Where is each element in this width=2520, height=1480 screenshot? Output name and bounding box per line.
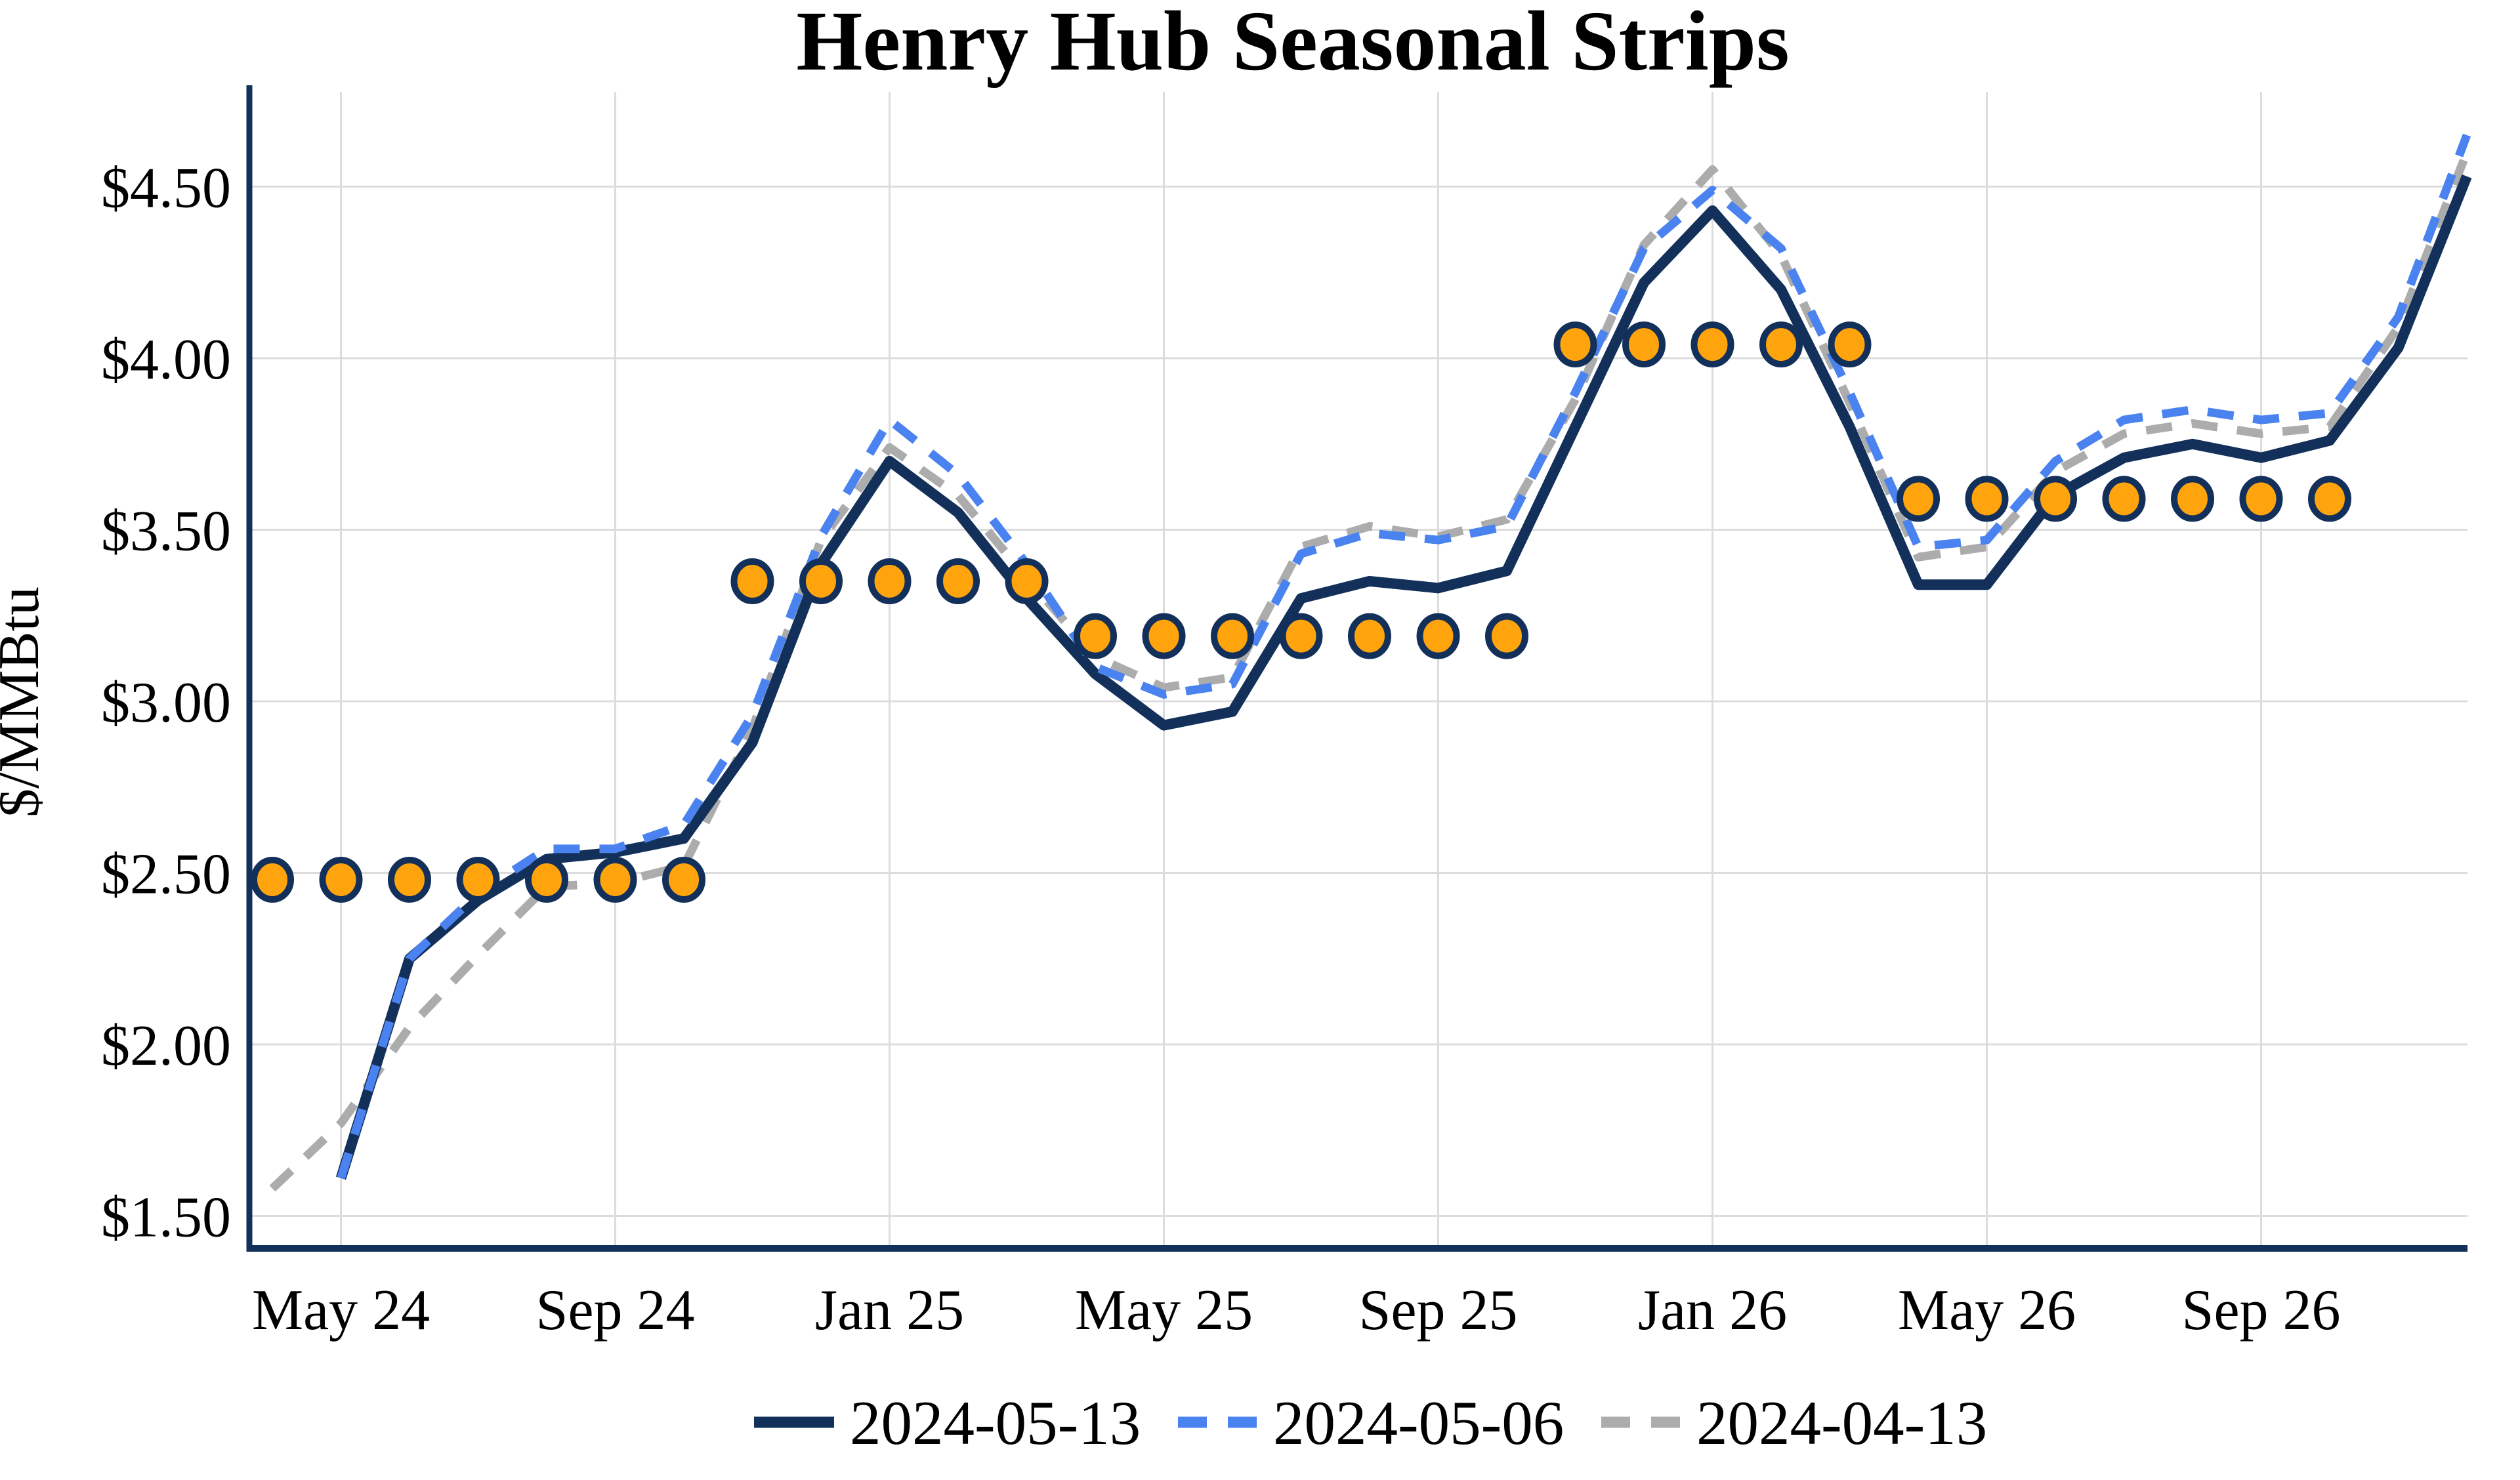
strip-marker: [388, 856, 431, 903]
y-axis-tick-labels: $1.50 $2.00 $2.50 $3.00 $3.50 $4.00 $4.50: [101, 157, 231, 1250]
strip-marker: [1416, 613, 1460, 659]
horizontal-gridlines: [249, 186, 2468, 1217]
seasonal-strip-markers: [251, 321, 2351, 903]
y-tick-label: $2.50: [101, 843, 231, 907]
strip-marker: [1622, 321, 1666, 368]
x-tick-label: May 25: [1075, 1279, 1253, 1342]
strip-marker: [2034, 476, 2077, 522]
x-tick-label: May 26: [1898, 1279, 2076, 1342]
x-axis-tick-labels: May 24 Sep 24 Jan 25 May 25 Sep 25 Jan 26 May …: [252, 1279, 2341, 1342]
strip-marker: [1690, 321, 1734, 368]
series-line-2024-05-13: [335, 174, 2472, 1180]
strip-marker: [2308, 476, 2351, 522]
vertical-gridlines: [340, 92, 2262, 1248]
x-tick-label: May 24: [252, 1279, 430, 1342]
strip-marker: [1348, 613, 1391, 659]
strip-marker: [868, 558, 912, 604]
y-axis-title: $/MMBtu: [0, 586, 51, 817]
strip-marker: [2102, 476, 2146, 522]
chart-title: Henry Hub Seasonal Strips: [796, 0, 1789, 89]
strip-marker: [1279, 613, 1323, 659]
strip-marker: [1965, 476, 2009, 522]
strip-marker: [662, 856, 705, 903]
strip-marker: [525, 856, 568, 903]
x-tick-label: Sep 26: [2182, 1279, 2341, 1342]
strip-marker: [936, 558, 980, 604]
strip-marker: [1005, 558, 1049, 604]
y-tick-label: $1.50: [101, 1186, 231, 1250]
strip-marker: [1828, 321, 1872, 368]
legend: 2024-05-13 2024-05-06 2024-04-13: [754, 1388, 1987, 1458]
x-tick-label: Jan 26: [1638, 1279, 1787, 1342]
y-tick-label: $4.00: [101, 328, 231, 392]
strip-marker: [1897, 476, 1940, 522]
strip-marker: [2171, 476, 2214, 522]
y-tick-label: $3.00: [101, 671, 231, 735]
strip-marker: [1142, 613, 1186, 659]
strip-marker: [251, 856, 294, 903]
strip-marker: [730, 558, 774, 604]
legend-label: 2024-05-06: [1273, 1388, 1564, 1458]
strip-marker: [2239, 476, 2283, 522]
y-tick-label: $2.00: [101, 1014, 231, 1078]
series-line-2024-05-06: [337, 133, 2471, 1180]
strip-marker: [799, 558, 843, 604]
axes: [246, 85, 2468, 1252]
strip-marker: [1211, 613, 1254, 659]
strip-marker: [1553, 321, 1597, 368]
strip-marker: [319, 856, 363, 903]
y-tick-label: $3.50: [101, 500, 231, 564]
x-tick-label: Sep 25: [1359, 1279, 1518, 1342]
x-tick-label: Sep 24: [536, 1279, 695, 1342]
strip-marker: [593, 856, 637, 903]
y-tick-label: $4.50: [101, 157, 231, 220]
strip-marker: [1759, 321, 1803, 368]
strip-marker: [1485, 613, 1528, 659]
strip-marker: [456, 856, 500, 903]
series-line-2024-04-13: [269, 150, 2471, 1192]
legend-label: 2024-04-13: [1696, 1388, 1987, 1458]
x-tick-label: Jan 25: [815, 1279, 964, 1342]
legend-label: 2024-05-13: [850, 1388, 1141, 1458]
series-lines: [269, 133, 2472, 1192]
strip-marker: [1074, 613, 1117, 659]
